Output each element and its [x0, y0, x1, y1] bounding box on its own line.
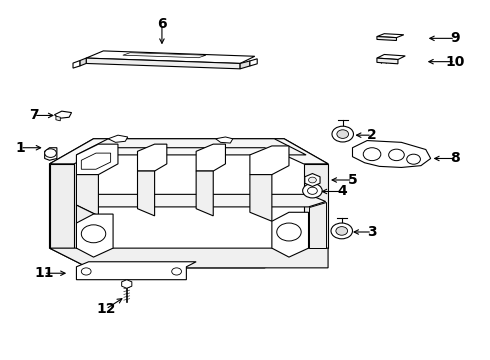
Polygon shape: [305, 174, 320, 186]
Text: 6: 6: [157, 17, 167, 31]
Polygon shape: [352, 140, 431, 167]
Polygon shape: [309, 202, 326, 248]
Polygon shape: [108, 135, 128, 142]
Polygon shape: [377, 34, 404, 38]
Text: 9: 9: [450, 31, 460, 45]
Polygon shape: [76, 214, 113, 257]
Polygon shape: [196, 144, 225, 171]
Polygon shape: [272, 212, 309, 257]
Polygon shape: [54, 111, 72, 118]
Polygon shape: [304, 164, 328, 248]
Circle shape: [389, 149, 404, 161]
Polygon shape: [377, 54, 405, 59]
Polygon shape: [250, 146, 289, 175]
Polygon shape: [122, 280, 132, 288]
Text: 4: 4: [338, 184, 347, 198]
Polygon shape: [73, 60, 80, 68]
Polygon shape: [138, 171, 155, 216]
Circle shape: [337, 130, 348, 138]
Polygon shape: [86, 51, 255, 63]
Polygon shape: [49, 164, 74, 248]
Polygon shape: [377, 37, 396, 41]
Text: 10: 10: [445, 55, 465, 69]
Polygon shape: [240, 61, 250, 69]
Text: 12: 12: [96, 302, 116, 316]
Circle shape: [308, 187, 318, 194]
Polygon shape: [138, 144, 167, 171]
Polygon shape: [81, 153, 111, 169]
Polygon shape: [76, 139, 306, 155]
Polygon shape: [49, 139, 328, 164]
Text: 8: 8: [450, 152, 460, 166]
Polygon shape: [86, 58, 240, 69]
Polygon shape: [80, 58, 86, 66]
Polygon shape: [123, 53, 206, 58]
Circle shape: [45, 149, 56, 157]
Circle shape: [332, 126, 353, 142]
Text: 5: 5: [347, 173, 357, 187]
Circle shape: [81, 225, 106, 243]
Circle shape: [363, 148, 381, 161]
Polygon shape: [76, 194, 326, 207]
Polygon shape: [76, 175, 98, 216]
Text: 11: 11: [34, 266, 53, 280]
Text: 1: 1: [15, 141, 25, 155]
Polygon shape: [216, 137, 233, 143]
Text: 3: 3: [367, 225, 377, 239]
Text: 2: 2: [367, 128, 377, 142]
Circle shape: [303, 184, 322, 198]
Polygon shape: [49, 248, 328, 268]
Polygon shape: [45, 148, 57, 160]
Polygon shape: [49, 139, 328, 268]
Circle shape: [331, 223, 352, 239]
Polygon shape: [250, 175, 272, 221]
Circle shape: [309, 177, 317, 183]
Text: 7: 7: [29, 108, 39, 122]
Polygon shape: [56, 116, 60, 121]
Polygon shape: [76, 202, 94, 248]
Circle shape: [407, 154, 420, 164]
Polygon shape: [76, 205, 98, 234]
Polygon shape: [76, 144, 118, 175]
Polygon shape: [377, 58, 398, 64]
Polygon shape: [196, 171, 213, 216]
Circle shape: [277, 223, 301, 241]
Polygon shape: [76, 262, 196, 280]
Circle shape: [81, 268, 91, 275]
Circle shape: [336, 226, 347, 235]
Circle shape: [172, 268, 181, 275]
Polygon shape: [250, 59, 257, 66]
